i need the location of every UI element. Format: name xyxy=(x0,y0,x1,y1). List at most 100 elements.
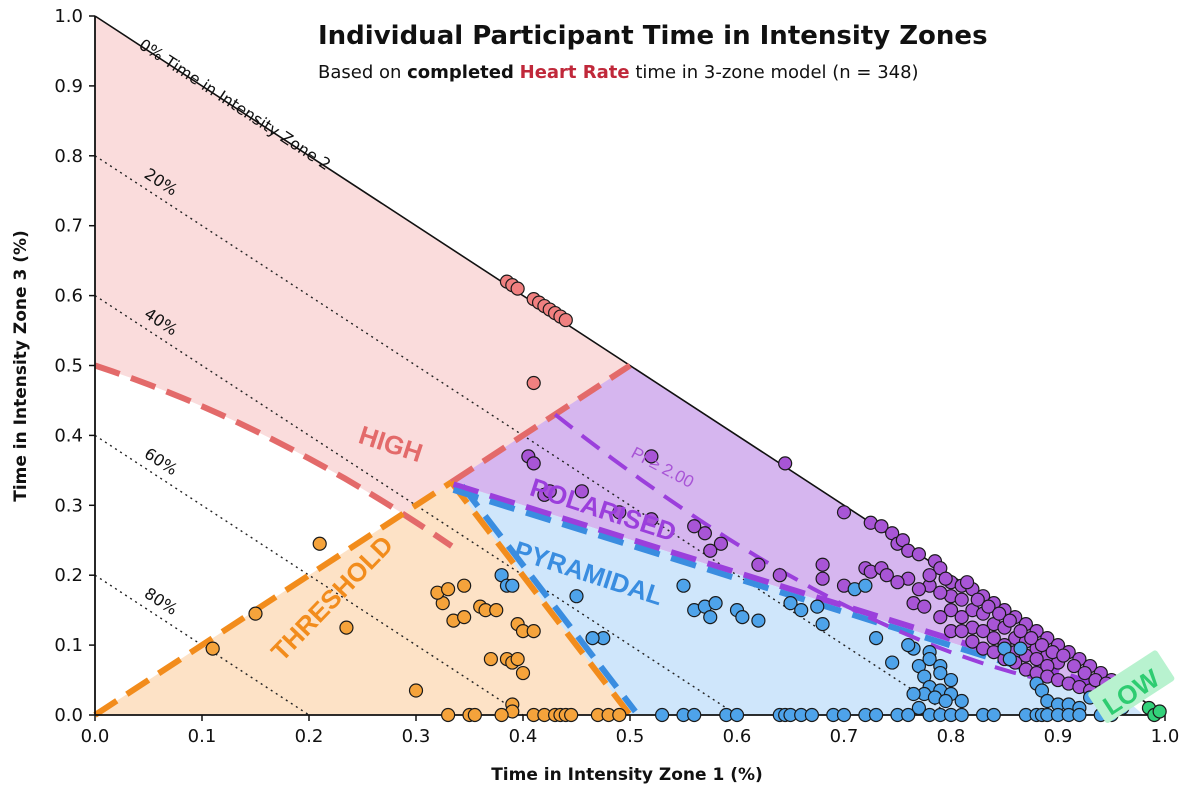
point-pyramidal xyxy=(729,707,745,723)
point-threshold xyxy=(612,707,627,723)
point-pyramidal xyxy=(901,637,916,653)
point-pyramidal xyxy=(1072,707,1087,723)
point-polarised xyxy=(954,624,969,639)
point-polarised xyxy=(574,484,589,499)
x-tick-label: 1.0 xyxy=(1151,726,1180,747)
point-pyramidal xyxy=(1002,651,1017,667)
chart-title: Individual Participant Time in Intensity… xyxy=(318,21,988,51)
point-polarised xyxy=(1013,624,1028,639)
point-pyramidal xyxy=(836,707,852,723)
y-tick-label: 0.0 xyxy=(54,705,83,726)
x-tick-label: 0.9 xyxy=(1044,726,1073,747)
y-tick-label: 0.7 xyxy=(54,216,83,237)
point-threshold xyxy=(441,582,456,597)
point-pyramidal xyxy=(783,596,798,611)
iso-line-40 xyxy=(94,295,738,716)
y-tick-label: 1.0 xyxy=(54,6,83,27)
point-threshold xyxy=(248,606,263,621)
y-tick-label: 0.6 xyxy=(54,286,83,307)
point-polarised xyxy=(911,582,927,597)
point-polarised xyxy=(992,606,1007,621)
x-tick-label: 0.1 xyxy=(188,726,217,747)
x-tick-label: 0.6 xyxy=(723,726,752,747)
point-polarised xyxy=(986,631,1001,646)
point-threshold xyxy=(467,707,482,723)
y-axis-title: Time in Intensity Zone 3 (%) xyxy=(11,230,31,502)
point-pyramidal xyxy=(901,707,916,723)
high-boundary-diag xyxy=(449,362,632,485)
point-polarised xyxy=(954,610,969,625)
point-pyramidal xyxy=(933,665,948,681)
point-polarised xyxy=(933,610,948,625)
point-pyramidal xyxy=(810,599,825,614)
point-polarised xyxy=(975,624,991,639)
point-polarised xyxy=(644,449,659,464)
point-threshold xyxy=(494,707,509,723)
point-polarised xyxy=(644,512,659,527)
point-pyramidal xyxy=(751,613,766,628)
point-polarised xyxy=(687,519,702,534)
point-high xyxy=(526,375,541,391)
x-tick-label: 0.8 xyxy=(937,726,966,747)
point-polarised xyxy=(943,603,959,618)
x-tick-label: 0.3 xyxy=(402,726,431,747)
point-polarised xyxy=(772,568,787,583)
y-tick-label: 0.2 xyxy=(54,565,83,586)
point-pyramidal xyxy=(858,578,873,593)
x-tick-label: 0.5 xyxy=(616,726,645,747)
point-threshold xyxy=(205,641,220,656)
data-points xyxy=(205,274,1167,723)
point-threshold xyxy=(457,578,472,593)
point-threshold xyxy=(526,624,541,639)
point-polarised xyxy=(542,484,557,499)
axes: 0.0 0.1 0.2 0.3 0.4 0.5 0.6 0.7 0.8 0.9 1.0 0.0 0.1 0… xyxy=(54,6,1179,747)
point-threshold xyxy=(441,707,456,723)
point-pyramidal xyxy=(815,617,830,632)
subtitle-highlight: Heart Rate xyxy=(520,62,630,83)
point-pyramidal xyxy=(906,686,921,702)
point-polarised xyxy=(836,505,852,520)
point-pyramidal xyxy=(885,655,900,670)
point-pyramidal xyxy=(654,707,670,723)
point-polarised xyxy=(1077,665,1092,681)
point-pyramidal xyxy=(585,631,600,646)
point-pyramidal xyxy=(687,707,702,723)
point-pyramidal xyxy=(943,672,959,688)
low-badge-bg xyxy=(1088,650,1175,723)
point-pyramidal xyxy=(676,578,691,593)
point-pyramidal xyxy=(954,707,969,723)
point-polarised xyxy=(890,575,905,590)
point-polarised xyxy=(954,592,969,607)
point-threshold xyxy=(457,610,472,625)
x-tick-label: 0.2 xyxy=(295,726,324,747)
y-tick-label: 0.8 xyxy=(54,146,83,167)
point-polarised xyxy=(1034,637,1050,653)
x-axis-title: Time in Intensity Zone 1 (%) xyxy=(491,765,763,785)
high-boundary xyxy=(94,362,454,549)
y-tick-label: 0.4 xyxy=(54,425,83,446)
point-polarised xyxy=(1024,631,1039,646)
point-pyramidal xyxy=(868,631,884,646)
point-pyramidal xyxy=(569,589,584,604)
point-polarised xyxy=(938,571,953,586)
point-high xyxy=(510,281,525,296)
point-pyramidal xyxy=(922,651,937,667)
point-polarised xyxy=(1056,648,1071,663)
point-pyramidal xyxy=(735,610,750,625)
point-pyramidal xyxy=(986,707,1001,723)
threshold-boundary-right xyxy=(448,480,633,717)
point-pyramidal xyxy=(703,610,718,625)
y-tick-label: 0.5 xyxy=(54,356,83,377)
point-polarised xyxy=(526,456,541,471)
point-threshold xyxy=(339,620,354,635)
y-tick-label: 0.9 xyxy=(54,76,83,97)
subtitle-suffix: time in 3-zone model (n = 348) xyxy=(630,62,919,83)
point-polarised xyxy=(1002,613,1017,628)
point-threshold xyxy=(515,665,531,681)
point-polarised xyxy=(917,599,932,614)
y-tick-label: 0.3 xyxy=(54,495,83,516)
pyramidal-boundary-left xyxy=(459,483,638,714)
point-polarised xyxy=(981,599,996,614)
point-pyramidal xyxy=(1013,641,1028,656)
